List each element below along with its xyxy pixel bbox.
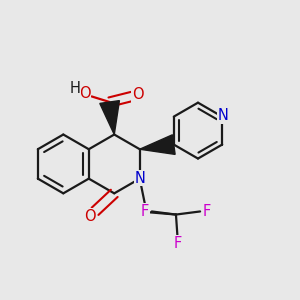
Text: F: F — [173, 236, 181, 251]
Text: F: F — [141, 204, 149, 219]
Text: N: N — [135, 170, 146, 185]
Polygon shape — [140, 135, 175, 155]
Text: O: O — [132, 87, 143, 102]
Text: N: N — [218, 108, 228, 123]
Polygon shape — [100, 100, 119, 134]
Text: O: O — [79, 86, 91, 101]
Text: O: O — [84, 209, 96, 224]
Text: H: H — [69, 81, 80, 96]
Text: F: F — [203, 204, 211, 219]
